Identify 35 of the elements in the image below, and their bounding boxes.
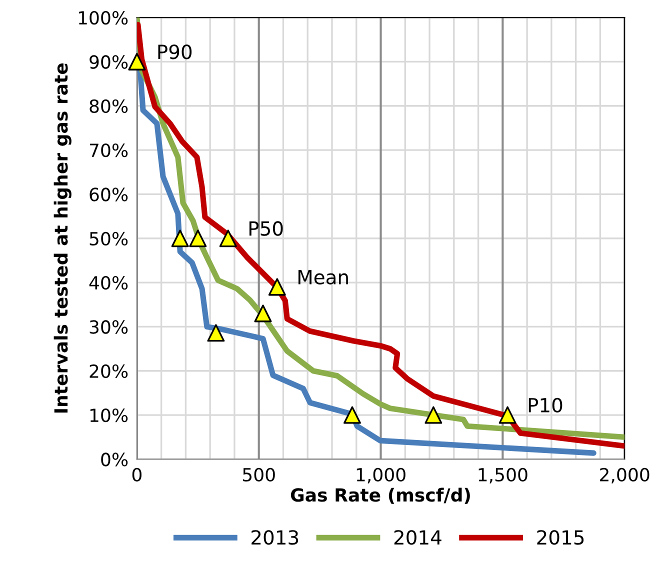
x-tick-label: 500 [243, 468, 275, 482]
y-axis-title: Intervals tested at higher gas rate [54, 63, 72, 413]
y-tick-label: 80% [90, 99, 128, 113]
point [498, 406, 516, 424]
annotation: P90 [158, 44, 192, 60]
point [424, 406, 442, 424]
annotation: Mean [298, 270, 348, 284]
y-tick-label: 50% [90, 232, 128, 246]
x-tick-label: 1,000 [356, 468, 406, 484]
annotation: P10 [528, 398, 562, 413]
annotation: P50 [249, 221, 283, 236]
point [128, 52, 146, 70]
y-tick-label: 0% [101, 452, 128, 466]
x-tick-label: 1,500 [478, 468, 528, 484]
point [189, 230, 207, 248]
y-tick-label: 70% [90, 144, 128, 158]
y-tick-label: 20% [90, 364, 128, 378]
x-tick-label: 0 [132, 468, 142, 482]
y-tick-label: 90% [90, 55, 128, 69]
y-tick-label: 30% [90, 320, 128, 334]
legend-label: 2013 [252, 530, 298, 545]
x-tick-label: 2,000 [600, 468, 650, 484]
point [268, 278, 286, 296]
y-tick-label: 10% [90, 408, 128, 422]
point [171, 230, 189, 248]
point [207, 324, 225, 342]
legend-label: 2014 [394, 530, 442, 545]
x-axis-title: Gas Rate (mscf/d) [290, 488, 470, 504]
point [219, 230, 237, 248]
y-tick-label: 100% [78, 11, 128, 25]
point [343, 406, 361, 424]
y-tick-label: 60% [90, 188, 128, 202]
y-tick-label: 40% [89, 276, 128, 290]
legend-label: 2015 [537, 530, 584, 545]
point [254, 304, 272, 322]
